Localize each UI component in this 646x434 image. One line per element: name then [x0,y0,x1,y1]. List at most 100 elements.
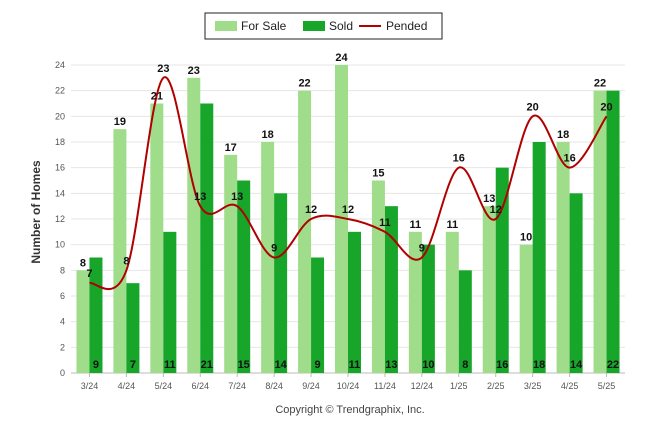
label-pended: 8 [123,255,129,267]
label-sold: 10 [422,359,434,371]
x-axis-ticks: 3/24 4/24 5/24 6/24 7/24 8/24 9/24 10/24 11/24 12… [81,373,616,391]
label-pended: 12 [490,204,502,216]
y-tick-label: 0 [60,368,65,378]
y-tick-label: 6 [60,291,65,301]
x-tick-label: 10/24 [337,381,360,391]
bar-sold [126,283,140,373]
bar-for-sale [519,244,533,373]
y-tick-label: 18 [55,137,65,147]
label-pended: 11 [379,217,391,229]
data-labels-layer: 8 9 19 7 21 11 23 21 17 15 18 14 22 9 24 11 15 13 11 10 11 8 1… [80,52,619,371]
x-tick-label: 7/24 [228,381,246,391]
label-sold: 22 [607,359,619,371]
x-tick-label: 12/24 [411,381,434,391]
x-tick-label: 8/24 [265,381,283,391]
bar-sold [311,257,325,373]
label-sold: 11 [164,359,176,371]
label-pended: 20 [527,101,539,113]
label-pended: 7 [86,268,92,280]
bar-sold [569,193,583,373]
label-sold: 9 [315,359,321,371]
x-tick-label: 11/24 [374,381,396,391]
bar-for-sale [445,231,459,373]
x-tick-label: 5/25 [598,381,616,391]
legend-label-pended: Pended [386,19,427,33]
label-for-sale: 11 [446,219,458,231]
bar-for-sale [224,154,238,373]
label-sold: 9 [93,359,99,371]
bar-for-sale [556,142,570,373]
label-sold: 21 [201,359,213,371]
x-tick-label: 6/24 [192,381,210,391]
y-axis-label: Number of Homes [29,160,43,264]
x-tick-label: 1/25 [450,381,468,391]
label-pended: 16 [563,153,575,165]
legend: For Sale Sold Pended [204,12,443,40]
x-tick-label: 2/25 [487,381,505,391]
bar-for-sale [187,77,201,373]
y-tick-label: 4 [60,317,65,327]
bar-for-sale [150,103,164,373]
bar-for-sale [298,90,312,374]
label-sold: 16 [496,359,508,371]
legend-swatch-for-sale [215,21,237,31]
x-tick-label: 4/24 [118,381,136,391]
label-for-sale: 13 [483,193,495,205]
bar-sold [384,206,398,373]
label-for-sale: 15 [372,168,384,180]
pended-line-layer [89,76,608,291]
bar-sold [606,90,620,374]
bar-sold [348,231,361,373]
label-sold: 7 [130,359,136,371]
bar-for-sale [335,65,348,373]
label-for-sale: 8 [80,257,86,269]
y-tick-label: 10 [55,240,65,250]
legend-label-for-sale: For Sale [241,19,287,33]
bar-sold [421,244,435,373]
pended-line [89,76,608,291]
label-for-sale: 23 [188,65,200,77]
bar-for-sale [76,270,90,373]
y-tick-label: 16 [55,163,65,173]
label-pended: 13 [231,191,243,203]
bar-for-sale [593,90,607,374]
label-for-sale: 22 [594,78,606,90]
label-for-sale: 10 [520,232,532,244]
bar-sold [200,103,214,373]
y-tick-label: 12 [55,214,65,224]
label-for-sale: 19 [114,116,126,128]
bar-sold [495,167,509,373]
label-sold: 15 [238,359,250,371]
label-for-sale: 22 [298,78,310,90]
label-sold: 18 [533,359,545,371]
label-sold: 14 [570,359,583,371]
legend-label-sold: Sold [329,19,353,33]
bar-sold [274,193,288,373]
label-sold: 13 [385,359,397,371]
x-tick-label: 4/25 [561,381,579,391]
x-tick-label: 5/24 [155,381,173,391]
label-sold: 14 [275,359,288,371]
bar-for-sale [482,206,496,373]
bar-sold [532,142,546,373]
bar-for-sale [113,129,127,373]
x-tick-label: 3/24 [81,381,99,391]
label-for-sale: 11 [410,219,422,231]
bar-sold [237,180,251,373]
bar-sold [458,270,472,373]
bar-for-sale [261,142,275,373]
x-tick-label: 9/24 [302,381,320,391]
label-pended: 12 [305,204,317,216]
y-tick-label: 14 [55,188,65,198]
label-pended: 23 [157,63,169,75]
label-pended: 9 [419,243,425,255]
bar-sold [163,231,177,373]
bars-layer [76,65,620,374]
y-tick-label: 22 [55,86,65,96]
x-tick-label: 3/25 [524,381,542,391]
legend-swatch-sold [303,21,325,31]
y-tick-label: 2 [60,342,65,352]
label-pended: 9 [271,243,277,255]
label-sold: 8 [462,359,468,371]
label-pended: 13 [194,191,206,203]
